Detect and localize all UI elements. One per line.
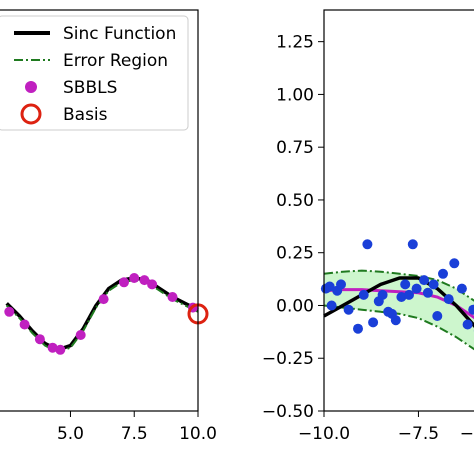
right-data-point [326, 300, 337, 311]
right-data-point [324, 281, 335, 292]
right-y-tick-label: 0.00 [276, 296, 314, 316]
left-sbbls-point [75, 330, 86, 340]
right-data-point [358, 289, 369, 300]
right-y-tick-label: 0.75 [276, 138, 314, 158]
legend-sbbls-label: SBBLS [63, 78, 117, 98]
right-y-tick-label: −0.25 [262, 349, 314, 369]
left-x-tick-label: 5.0 [57, 424, 84, 444]
left-sbbls-point [139, 275, 150, 286]
right-y-tick-label: 1.00 [276, 85, 314, 105]
left-sbbls-point [19, 319, 30, 330]
legend: Sinc Function Error Region SBBLS Basis [0, 15, 189, 131]
legend-basis-label: Basis [63, 105, 108, 125]
right-error-lower [323, 304, 474, 351]
left-sbbls-point [98, 294, 109, 305]
left-sbbls-point [55, 344, 66, 355]
right-data-point [400, 279, 411, 290]
left-sbbls-point [129, 273, 140, 283]
left-axes-frame [0, 9, 199, 412]
right-data-point [368, 317, 379, 328]
legend-error-label: Error Region [63, 51, 168, 71]
right-data-point [462, 319, 473, 330]
right-x-tick-label: −10.0 [298, 424, 350, 444]
right-x-ticks: −10.0 −7.5 − [298, 411, 474, 444]
right-data-point [419, 275, 430, 286]
legend-basis-swatch [20, 103, 42, 125]
left-sbbls-point [167, 292, 178, 302]
right-y-tick-label: 1.25 [276, 33, 314, 53]
right-y-tick-label: 0.50 [276, 191, 314, 211]
right-data-point [353, 323, 363, 334]
right-data-point [422, 287, 433, 298]
left-sbbls-point [119, 277, 129, 288]
left-sbbls-point [34, 334, 45, 345]
right-data-point [362, 239, 373, 250]
right-data-point [443, 294, 454, 305]
legend-box [0, 15, 189, 131]
right-data-point [468, 304, 474, 315]
right-x-tick-label: −7.5 [398, 424, 439, 444]
left-x-ticks: 5.0 7.5 10.0 [57, 411, 217, 444]
right-data-point [404, 289, 414, 300]
right-data-point [396, 292, 407, 302]
left-series [4, 273, 209, 355]
right-series [320, 239, 474, 351]
right-data-point [428, 279, 439, 290]
left-sbbls-point [4, 306, 15, 317]
right-data-point [432, 311, 443, 321]
left-x-tick-label: 10.0 [179, 424, 217, 444]
right-y-tick-label: 0.25 [276, 244, 314, 264]
right-data-point [411, 283, 422, 294]
right-data-point [449, 258, 460, 269]
right-data-point [438, 268, 448, 279]
right-y-ticks: −0.50 −0.25 0.00 0.25 0.50 0.75 1.00 1.25 [262, 33, 324, 422]
left-panel: 5.0 7.5 10.0 Sinc Function Error Region SB… [0, 9, 217, 444]
right-data-point [407, 239, 418, 250]
left-sbbls-point [47, 342, 58, 353]
right-data-point [456, 283, 467, 294]
left-x-tick-label: 7.5 [121, 424, 148, 444]
right-x-tick-label-partial: − [460, 424, 474, 444]
right-panel: −0.50 −0.25 0.00 0.25 0.50 0.75 1.00 1.25 −10.0… [262, 9, 474, 444]
right-axes-frame [323, 9, 474, 412]
right-sinc-line [323, 276, 474, 328]
right-data-point [377, 289, 388, 300]
right-y-tick-label: −0.50 [262, 402, 314, 422]
right-data-point [390, 315, 401, 326]
legend-sbbls-swatch [25, 81, 37, 93]
left-sbbls-point [147, 279, 158, 290]
right-error-upper [323, 269, 474, 302]
legend-sinc-label: Sinc Function [63, 24, 176, 44]
right-data-point [336, 279, 346, 290]
right-data-point [343, 304, 354, 315]
